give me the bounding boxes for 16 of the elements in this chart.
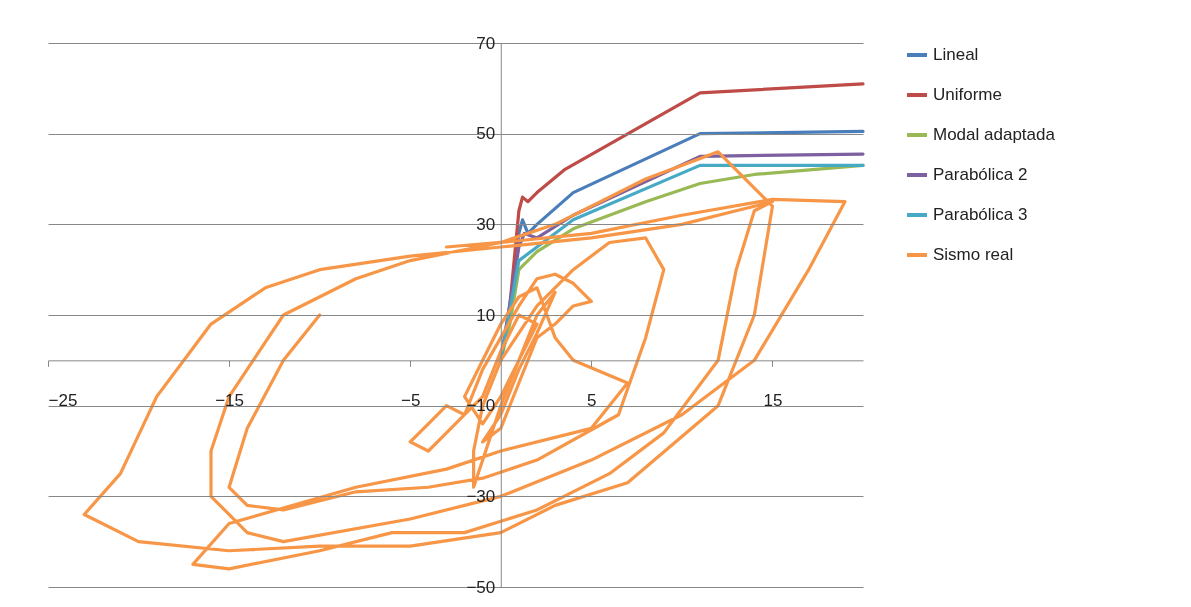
y-tick-label: 10 [476,305,496,325]
legend-label: Parabólica 2 [933,165,1028,184]
y-tick-label: 50 [476,124,496,144]
legend-label: Sismo real [933,245,1014,264]
x-tick-label: 5 [587,390,597,410]
y-tick-label: 30 [476,214,496,234]
legend-label: Lineal [933,45,979,64]
y-tick-label: 70 [476,33,496,53]
legend-label: Parabólica 3 [933,205,1028,224]
legend-label: Modal adaptada [933,125,1056,144]
legend-label: Uniforme [933,85,1002,104]
x-tick-label: −5 [401,390,421,410]
x-tick-label: 15 [763,390,783,410]
x-tick-label: −25 [48,390,78,410]
y-tick-label: −50 [466,577,496,597]
line-series [82,150,847,571]
